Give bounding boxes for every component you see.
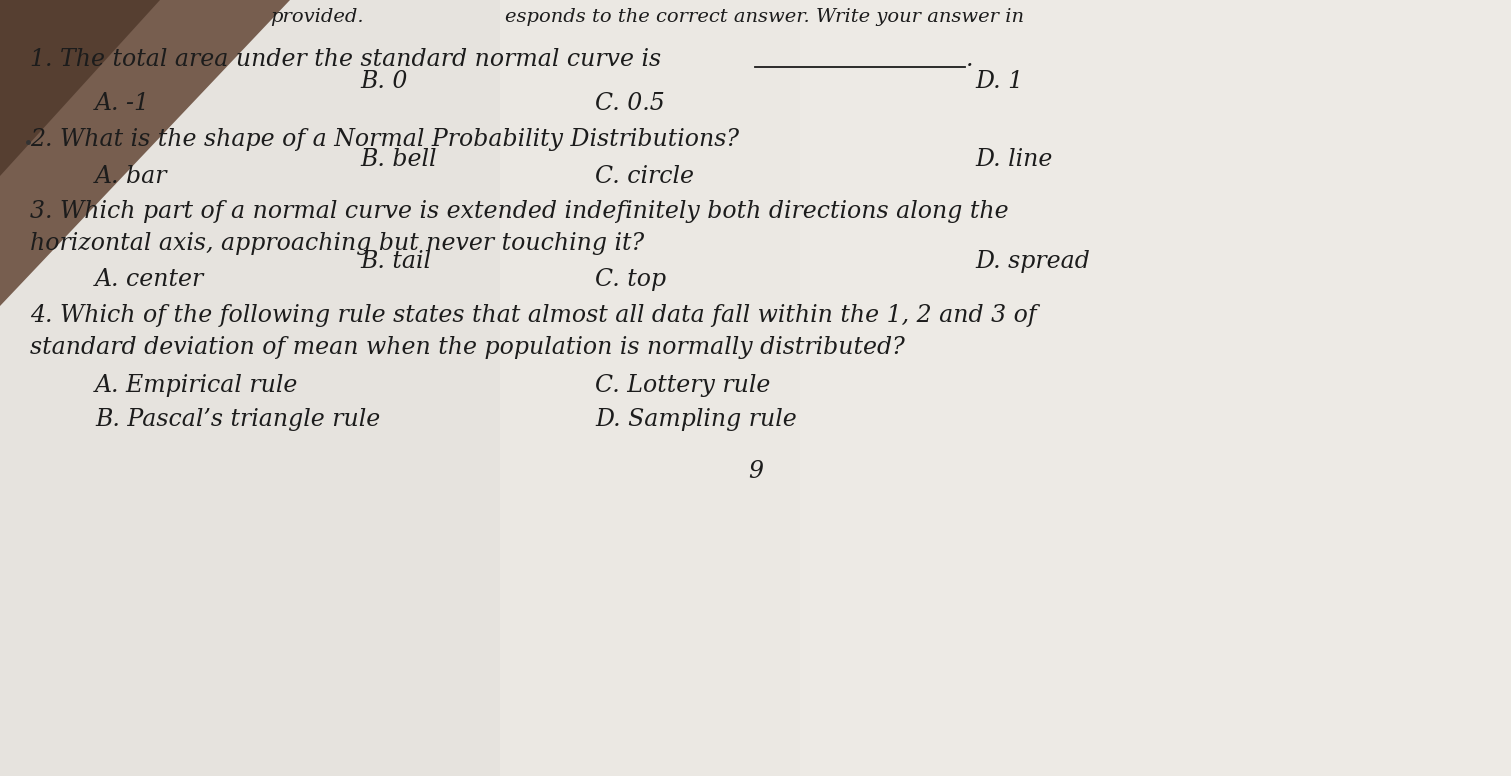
Text: standard deviation of mean when the population is normally distributed?: standard deviation of mean when the popu… bbox=[30, 336, 905, 359]
Text: 9: 9 bbox=[748, 460, 763, 483]
Text: C. Lottery rule: C. Lottery rule bbox=[595, 374, 771, 397]
Text: B. 0: B. 0 bbox=[360, 70, 408, 93]
Polygon shape bbox=[0, 0, 290, 306]
Text: esponds to the correct answer. Write your answer in: esponds to the correct answer. Write you… bbox=[505, 8, 1024, 26]
Text: A. center: A. center bbox=[95, 268, 204, 291]
Text: .: . bbox=[966, 48, 973, 71]
Text: provided.: provided. bbox=[270, 8, 364, 26]
Polygon shape bbox=[0, 0, 160, 176]
Bar bbox=[799, 0, 1511, 776]
Text: D. 1: D. 1 bbox=[975, 70, 1023, 93]
Text: A. -1: A. -1 bbox=[95, 92, 150, 115]
Text: C. top: C. top bbox=[595, 268, 666, 291]
Text: B. bell: B. bell bbox=[360, 148, 437, 171]
Bar bbox=[0, 0, 500, 776]
Text: D. line: D. line bbox=[975, 148, 1052, 171]
Text: D. Sampling rule: D. Sampling rule bbox=[595, 408, 796, 431]
Text: C. circle: C. circle bbox=[595, 165, 694, 188]
Text: C. 0.5: C. 0.5 bbox=[595, 92, 665, 115]
Text: B. tail: B. tail bbox=[360, 250, 431, 273]
Text: A. bar: A. bar bbox=[95, 165, 168, 188]
Text: D. spread: D. spread bbox=[975, 250, 1089, 273]
Text: A. Empirical rule: A. Empirical rule bbox=[95, 374, 298, 397]
Text: horizontal axis, approaching but never touching it?: horizontal axis, approaching but never t… bbox=[30, 232, 644, 255]
Text: B. Pascal’s triangle rule: B. Pascal’s triangle rule bbox=[95, 408, 381, 431]
Text: 2. What is the shape of a Normal Probability Distributions?: 2. What is the shape of a Normal Probabi… bbox=[30, 128, 739, 151]
Text: 1. The total area under the standard normal curve is: 1. The total area under the standard nor… bbox=[30, 48, 662, 71]
Text: 4. Which of the following rule states that almost all data fall within the 1, 2 : 4. Which of the following rule states th… bbox=[30, 304, 1037, 327]
Text: 3. Which part of a normal curve is extended indefinitely both directions along t: 3. Which part of a normal curve is exten… bbox=[30, 200, 1009, 223]
